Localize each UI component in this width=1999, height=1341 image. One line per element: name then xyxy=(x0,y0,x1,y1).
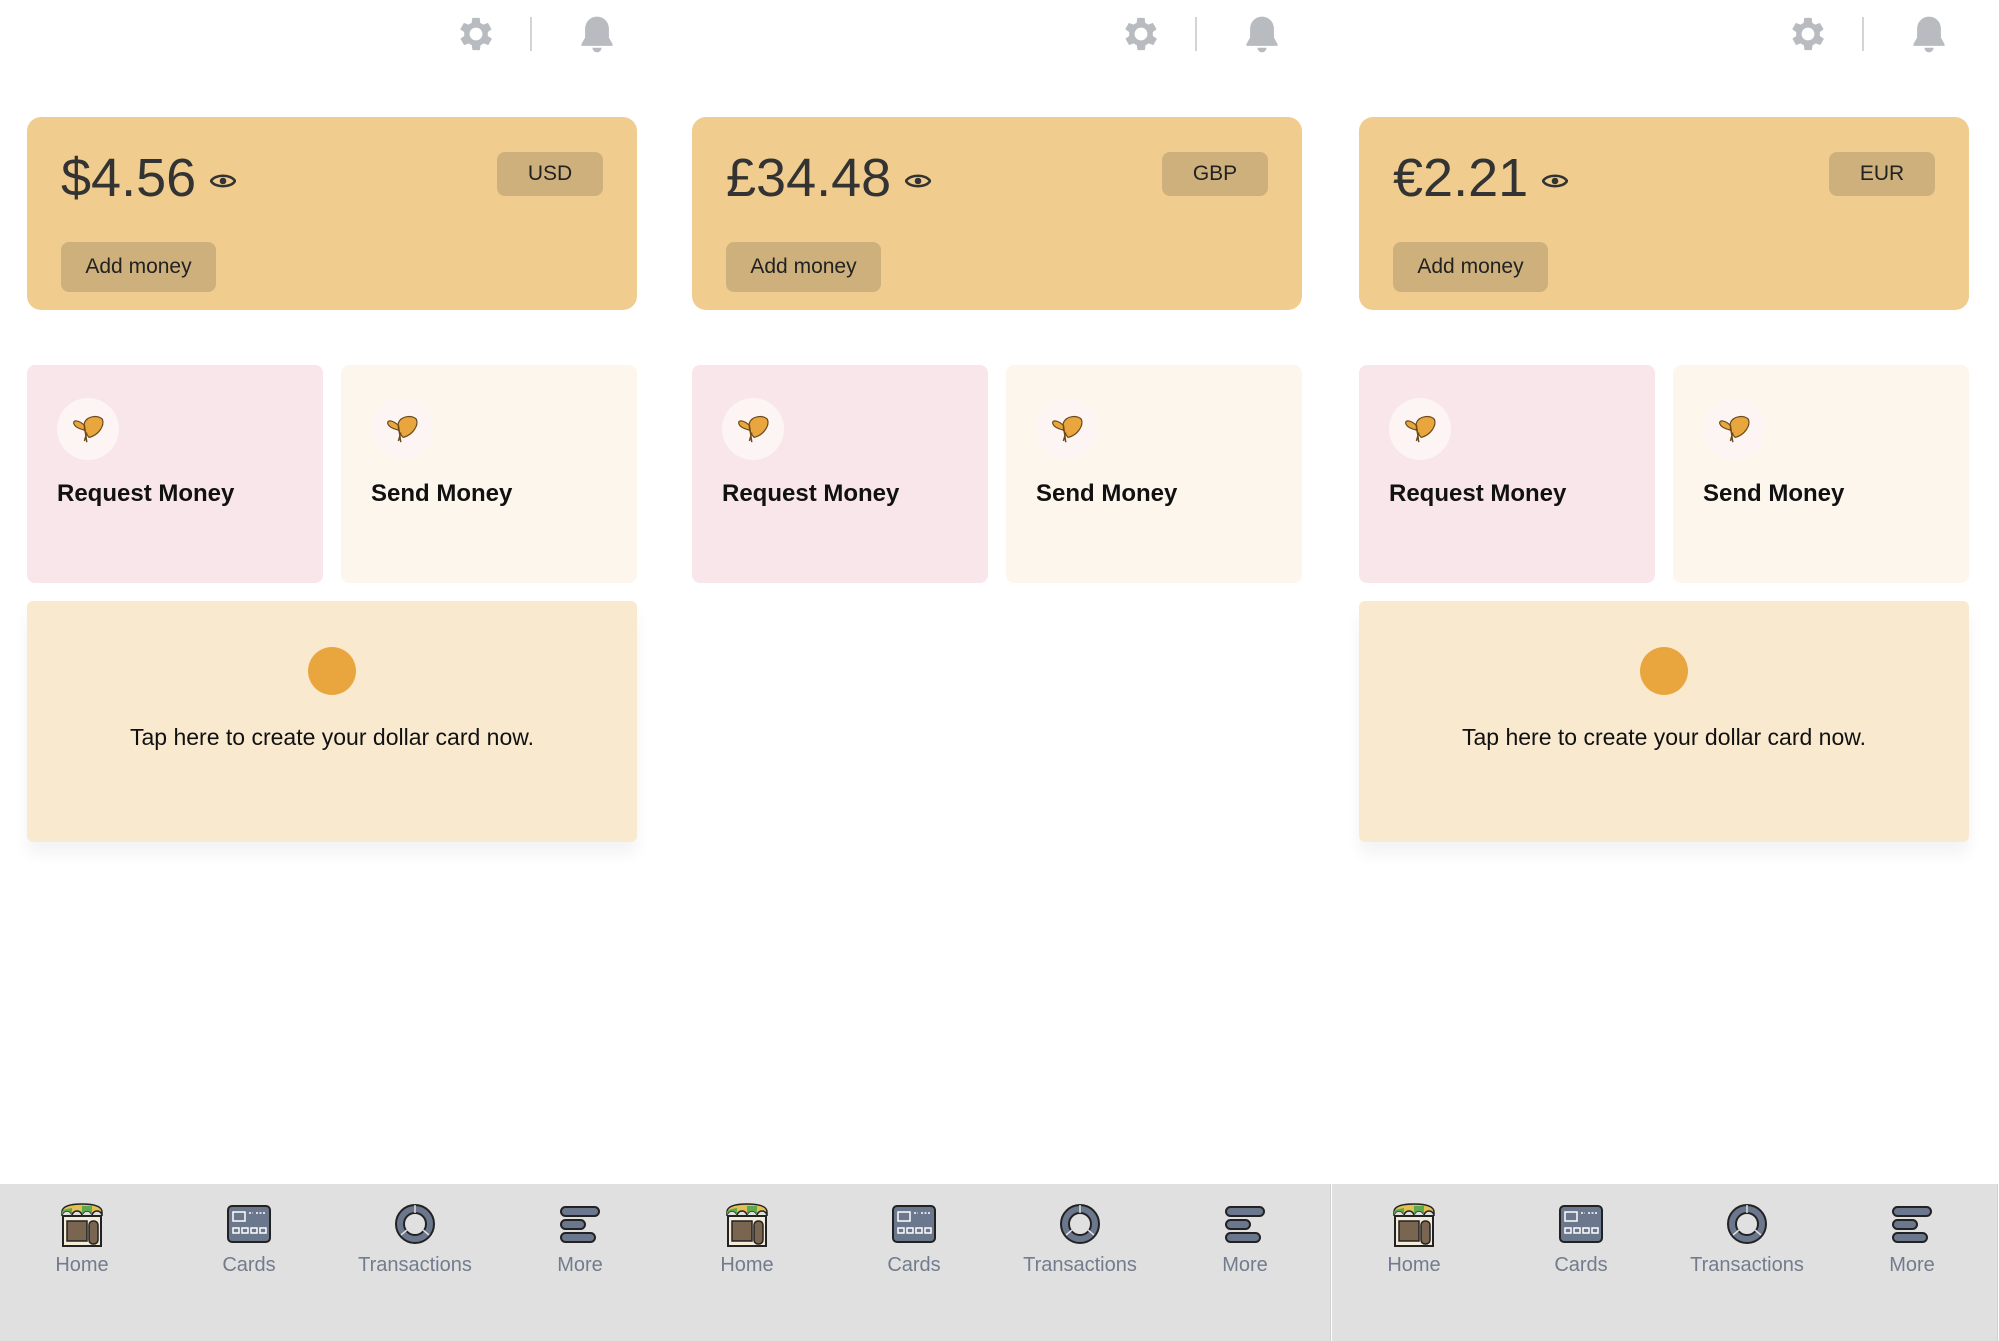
nav-label: More xyxy=(557,1254,603,1276)
bottom-nav: Home Cards Transactions More xyxy=(665,1184,1331,1341)
gear-icon[interactable] xyxy=(1786,12,1830,56)
menu-icon xyxy=(510,1200,650,1248)
bell-icon[interactable] xyxy=(1240,12,1284,56)
menu-icon xyxy=(1175,1200,1315,1248)
balance-card: £34.48 GBP Add money xyxy=(692,117,1302,310)
gear-icon[interactable] xyxy=(1119,12,1163,56)
butterfly-icon xyxy=(1703,398,1765,460)
send-money-card[interactable]: Send Money xyxy=(1006,365,1302,583)
dot-icon xyxy=(1640,647,1688,695)
request-money-card[interactable]: Request Money xyxy=(692,365,988,583)
send-money-card[interactable]: Send Money xyxy=(341,365,637,583)
menu-icon xyxy=(1842,1200,1982,1248)
donut-icon xyxy=(1010,1200,1150,1248)
nav-label: Home xyxy=(1387,1254,1441,1276)
add-money-button[interactable]: Add money xyxy=(1393,242,1548,292)
butterfly-icon xyxy=(1036,398,1098,460)
bell-icon[interactable] xyxy=(575,12,619,56)
create-dollar-card-banner[interactable]: Tap here to create your dollar card now. xyxy=(27,601,637,842)
nav-label: Home xyxy=(720,1254,774,1276)
card-icon xyxy=(1511,1200,1651,1248)
nav-label: Cards xyxy=(222,1254,276,1276)
create-dollar-card-banner[interactable]: Tap here to create your dollar card now. xyxy=(1359,601,1969,842)
nav-label: Cards xyxy=(887,1254,941,1276)
nav-item-home[interactable]: Home xyxy=(677,1200,817,1277)
nav-label: Home xyxy=(55,1254,109,1276)
bottom-nav: Home Cards Transactions More xyxy=(1332,1184,1998,1341)
add-money-button[interactable]: Add money xyxy=(726,242,881,292)
nav-item-home[interactable]: Home xyxy=(12,1200,152,1277)
nav-label: More xyxy=(1222,1254,1268,1276)
send-money-label: Send Money xyxy=(371,480,513,507)
nav-label: Transactions xyxy=(1690,1254,1804,1276)
request-money-card[interactable]: Request Money xyxy=(27,365,323,583)
card-icon xyxy=(844,1200,984,1248)
request-money-label: Request Money xyxy=(1389,480,1567,507)
balance-amount: €2.21 xyxy=(1393,148,1529,208)
butterfly-icon xyxy=(1389,398,1451,460)
nav-label: Transactions xyxy=(1023,1254,1137,1276)
butterfly-icon xyxy=(371,398,433,460)
wallet-screen: €2.21 EUR Add money Request Money Send M… xyxy=(1332,0,1998,1341)
dollar-card-text: Tap here to create your dollar card now. xyxy=(1461,724,1866,750)
wallet-screen: £34.48 GBP Add money Request Money Send … xyxy=(665,0,1331,1341)
bell-icon[interactable] xyxy=(1907,12,1951,56)
nav-item-transactions[interactable]: Transactions xyxy=(1677,1200,1817,1277)
header-divider xyxy=(530,17,532,51)
nav-item-transactions[interactable]: Transactions xyxy=(345,1200,485,1277)
butterfly-icon xyxy=(57,398,119,460)
request-money-label: Request Money xyxy=(722,480,900,507)
nav-item-cards[interactable]: Cards xyxy=(844,1200,984,1277)
eye-icon[interactable] xyxy=(1541,171,1569,191)
card-icon xyxy=(179,1200,319,1248)
request-money-label: Request Money xyxy=(57,480,235,507)
currency-selector[interactable]: GBP xyxy=(1162,152,1268,196)
nav-item-more[interactable]: More xyxy=(1842,1200,1982,1277)
bottom-nav: Home Cards Transactions More xyxy=(0,1184,666,1341)
dot-icon xyxy=(308,647,356,695)
storefront-icon xyxy=(677,1200,817,1248)
eye-icon[interactable] xyxy=(209,171,237,191)
wallet-screen: $4.56 USD Add money Request Money Send M… xyxy=(0,0,666,1341)
storefront-icon xyxy=(12,1200,152,1248)
currency-selector[interactable]: USD xyxy=(497,152,603,196)
nav-item-cards[interactable]: Cards xyxy=(1511,1200,1651,1277)
balance-amount: £34.48 xyxy=(726,148,892,208)
donut-icon xyxy=(1677,1200,1817,1248)
header-divider xyxy=(1195,17,1197,51)
nav-item-more[interactable]: More xyxy=(1175,1200,1315,1277)
nav-label: Transactions xyxy=(358,1254,472,1276)
gear-icon[interactable] xyxy=(454,12,498,56)
send-money-card[interactable]: Send Money xyxy=(1673,365,1969,583)
balance-card: $4.56 USD Add money xyxy=(27,117,637,310)
nav-item-more[interactable]: More xyxy=(510,1200,650,1277)
nav-item-home[interactable]: Home xyxy=(1344,1200,1484,1277)
nav-item-cards[interactable]: Cards xyxy=(179,1200,319,1277)
send-money-label: Send Money xyxy=(1036,480,1178,507)
storefront-icon xyxy=(1344,1200,1484,1248)
nav-item-transactions[interactable]: Transactions xyxy=(1010,1200,1150,1277)
balance-card: €2.21 EUR Add money xyxy=(1359,117,1969,310)
nav-label: More xyxy=(1889,1254,1935,1276)
nav-label: Cards xyxy=(1554,1254,1608,1276)
send-money-label: Send Money xyxy=(1703,480,1845,507)
butterfly-icon xyxy=(722,398,784,460)
dollar-card-text: Tap here to create your dollar card now. xyxy=(129,724,534,750)
currency-selector[interactable]: EUR xyxy=(1829,152,1935,196)
balance-amount: $4.56 xyxy=(61,148,197,208)
header-divider xyxy=(1862,17,1864,51)
eye-icon[interactable] xyxy=(904,171,932,191)
request-money-card[interactable]: Request Money xyxy=(1359,365,1655,583)
donut-icon xyxy=(345,1200,485,1248)
add-money-button[interactable]: Add money xyxy=(61,242,216,292)
